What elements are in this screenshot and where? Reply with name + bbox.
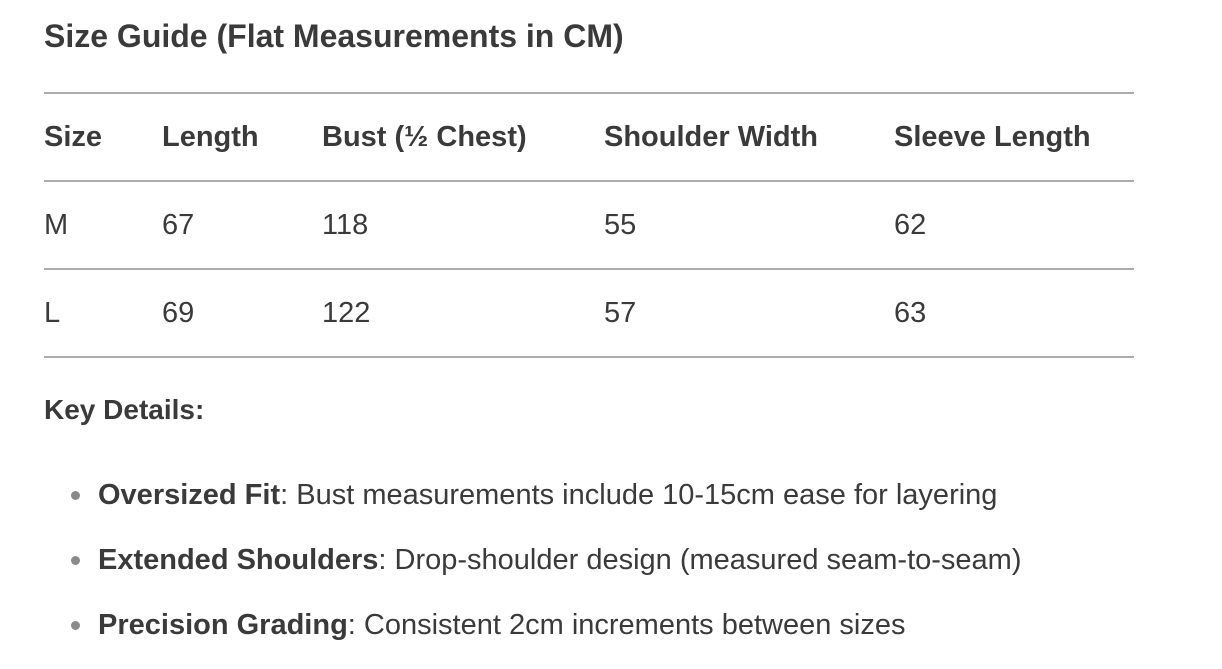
item-text: : Consistent 2cm increments between size… [347,609,906,641]
cell-size: L [44,269,162,358]
key-details-heading: Key Details: [44,394,205,425]
bullet-icon [71,556,80,565]
table-header-row: Size Length Bust (½ Chest) Shoulder Widt… [44,93,1134,182]
item-label: Extended Shoulders [98,544,379,576]
bullet-icon [71,621,80,630]
cell-length: 67 [162,181,322,270]
item-label: Precision Grading [98,609,348,641]
table-row: M 67 118 55 62 [44,181,1134,270]
bullet-icon [71,491,80,500]
page-title: Size Guide (Flat Measurements in CM) [44,18,624,54]
cell-shoulder-width: 55 [604,181,894,270]
list-item: Precision Grading: Consistent 2cm increm… [0,604,1022,669]
item-label: Oversized Fit [98,479,281,511]
header-size: Size [44,93,162,182]
header-length: Length [162,93,322,182]
size-table: Size Length Bust (½ Chest) Shoulder Widt… [44,92,1134,358]
item-text: : Bust measurements include 10-15cm ease… [280,479,998,511]
list-item: Extended Shoulders: Drop-shoulder design… [0,539,1022,604]
table-row: L 69 122 57 63 [44,269,1134,358]
item-text: : Drop-shoulder design (measured seam-to… [378,544,1022,576]
header-shoulder-width: Shoulder Width [604,93,894,182]
header-sleeve-length: Sleeve Length [894,93,1134,182]
cell-bust: 122 [322,269,604,358]
cell-length: 69 [162,269,322,358]
key-details-list: Oversized Fit: Bust measurements include… [0,474,1022,669]
cell-bust: 118 [322,181,604,270]
cell-size: M [44,181,162,270]
cell-sleeve-length: 63 [894,269,1134,358]
cell-shoulder-width: 57 [604,269,894,358]
header-bust: Bust (½ Chest) [322,93,604,182]
cell-sleeve-length: 62 [894,181,1134,270]
list-item: Oversized Fit: Bust measurements include… [0,474,1022,539]
